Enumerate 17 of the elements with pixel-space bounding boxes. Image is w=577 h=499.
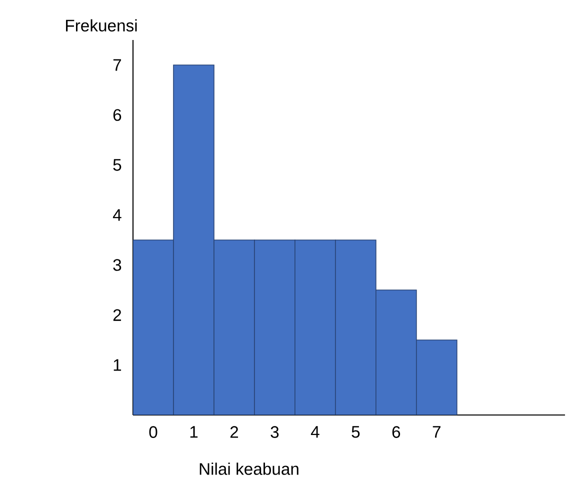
- x-tick-label: 4: [310, 426, 320, 438]
- y-axis-title: Frekuensi: [66, 19, 137, 32]
- x-tick-label: 1: [190, 426, 198, 438]
- x-tick-label: 2: [230, 426, 238, 438]
- x-tick-label: 5: [352, 426, 360, 438]
- y-tick-label: 4: [112, 209, 122, 221]
- y-tick-label: 2: [113, 309, 122, 321]
- x-tick-label: 7: [432, 426, 440, 438]
- x-tick-label: 3: [270, 426, 279, 438]
- y-tick-label: 3: [113, 259, 122, 271]
- x-tick-label: 0: [149, 426, 158, 438]
- y-tick-label: 5: [113, 159, 122, 171]
- x-axis-title: Nilai keabuan: [200, 462, 298, 475]
- x-tick-label: 6: [392, 426, 400, 438]
- y-tick-label: 1: [114, 359, 122, 371]
- y-tick-label: 7: [113, 59, 122, 71]
- y-tick-label: 6: [113, 109, 122, 121]
